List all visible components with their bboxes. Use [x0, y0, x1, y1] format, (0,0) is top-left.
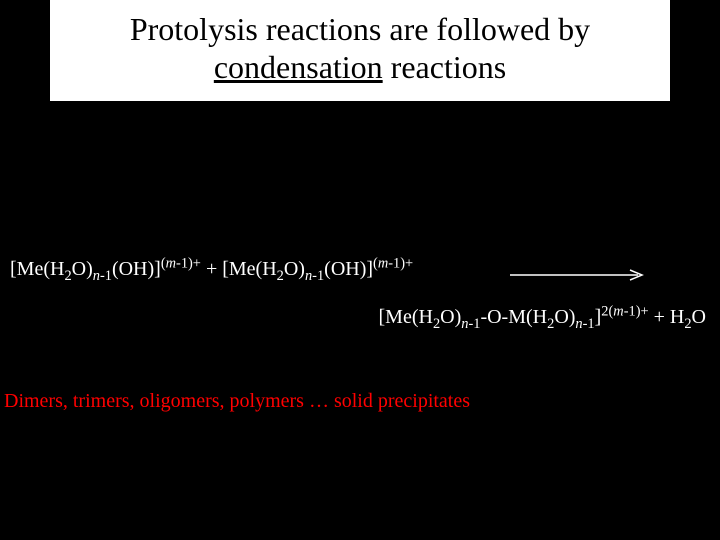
equation-reactants: [Me(H2O)n-1(OH)](m-1)+ + [Me(H2O)n-1(OH)… [10, 258, 413, 281]
eq-sub: 2 [277, 268, 284, 284]
eq-sup: (m-1)+ [161, 255, 201, 271]
eq-plus: + [201, 258, 222, 280]
title-line-1: Protolysis reactions are followed by [90, 10, 630, 48]
title-line-2: condensation reactions [90, 48, 630, 86]
eq-text: O) [554, 306, 575, 328]
eq-sub-ital: n-1 [93, 268, 112, 284]
eq-text: + H [649, 306, 685, 328]
equation-products: [Me(H2O)n-1-O-M(H2O)n-1]2(m-1)+ + H2O [379, 306, 707, 329]
eq-text: [Me(H [10, 258, 64, 280]
eq-sup: 2(m-1)+ [601, 303, 648, 319]
eq-text: [Me(H [222, 258, 276, 280]
title-underlined-word: condensation [214, 49, 383, 85]
eq-text: [Me(H [379, 306, 433, 328]
footnote-text: Dimers, trimers, oligomers, polymers … s… [4, 390, 470, 413]
eq-text: O [692, 306, 706, 328]
eq-sub-ital: n-1 [461, 316, 480, 332]
eq-text: (OH)] [112, 258, 161, 280]
reaction-arrow-icon [510, 268, 650, 282]
eq-text: (OH)] [324, 258, 373, 280]
title-after-word: reactions [383, 49, 507, 85]
eq-text: O) [284, 258, 305, 280]
eq-text: O) [72, 258, 93, 280]
eq-sub-ital: n-1 [575, 316, 594, 332]
eq-sub: 2 [684, 316, 691, 332]
title-block: Protolysis reactions are followed by con… [50, 0, 670, 101]
eq-text: -O-M(H [480, 306, 547, 328]
eq-sub-ital: n-1 [305, 268, 324, 284]
eq-sub: 2 [64, 268, 71, 284]
eq-text: O) [440, 306, 461, 328]
eq-sup: (m-1)+ [373, 255, 413, 271]
